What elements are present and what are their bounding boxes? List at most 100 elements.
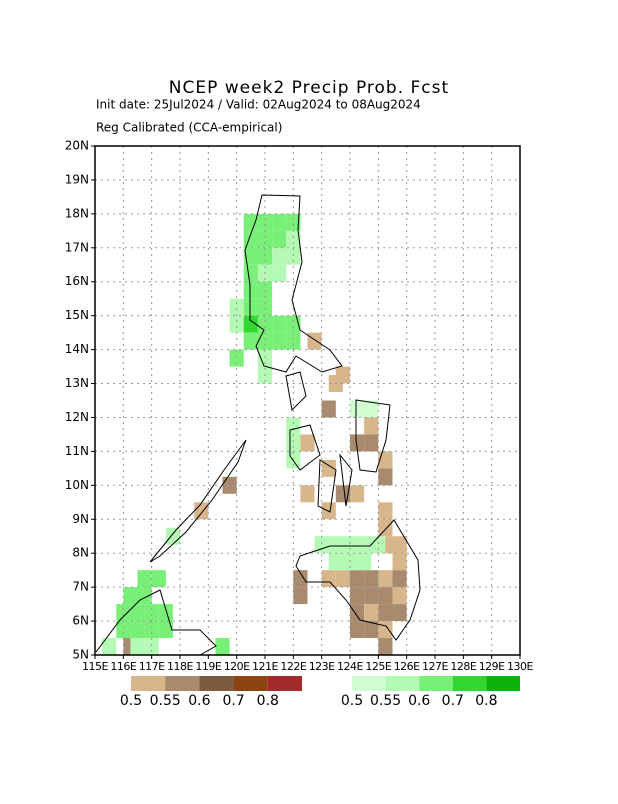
y-tick-label: 20N xyxy=(65,139,89,153)
x-tick-label: 117E xyxy=(139,660,165,673)
coastline xyxy=(149,439,247,563)
plot-frame xyxy=(94,145,521,656)
x-tick-label: 123E xyxy=(309,660,335,673)
colorbar-label: 0.5 xyxy=(120,693,142,709)
prob-cell xyxy=(293,587,308,605)
x-tick-label: 120E xyxy=(224,660,250,673)
prob-cell xyxy=(357,553,372,571)
x-tick-label: 122E xyxy=(280,660,306,673)
y-tick-label: 9N xyxy=(72,512,89,526)
prob-cell xyxy=(272,315,287,333)
prob-cell xyxy=(392,587,407,605)
prob-cell xyxy=(272,213,287,231)
subtitle: Init date: 25Jul2024 / Valid: 02Aug2024 … xyxy=(96,98,421,112)
prob-cell xyxy=(350,400,365,418)
prob-cell xyxy=(286,434,301,452)
prob-cell xyxy=(378,519,393,537)
prob-cell xyxy=(158,621,173,639)
colorbar-swatch xyxy=(267,676,302,691)
prob-cell xyxy=(257,230,273,248)
prob-cell xyxy=(300,434,315,452)
prob-cell xyxy=(328,553,343,571)
y-tick-label: 10N xyxy=(65,478,89,492)
y-tick-label: 5N xyxy=(72,648,89,662)
prob-cell xyxy=(378,621,393,639)
prob-cell xyxy=(335,485,350,503)
prob-cell xyxy=(321,502,336,520)
colorbar-label: 0.8 xyxy=(475,693,497,709)
prob-cell xyxy=(364,587,379,605)
y-tick-label: 19N xyxy=(65,172,89,186)
prob-cell xyxy=(350,570,365,588)
colorbar-swatch xyxy=(419,676,453,691)
prob-cell xyxy=(286,213,301,231)
prob-cell xyxy=(328,536,343,554)
prob-cell xyxy=(364,434,379,452)
prob-cell xyxy=(130,621,145,639)
prob-cell xyxy=(272,264,287,282)
prob-cell xyxy=(272,332,287,350)
prob-cell xyxy=(257,298,273,316)
prob-cell xyxy=(243,281,258,299)
prob-cell xyxy=(257,315,273,333)
prob-cell xyxy=(229,315,244,333)
colorbar-swatch xyxy=(233,676,268,691)
x-tick-label: 115E xyxy=(82,660,108,673)
colorbar-label: 0.6 xyxy=(188,693,210,709)
colorbar-swatch xyxy=(131,676,166,691)
colorbar-swatch xyxy=(165,676,200,691)
colorbar-swatch xyxy=(452,676,487,691)
prob-cell xyxy=(151,570,166,588)
coastline xyxy=(339,453,353,507)
prob-cell xyxy=(364,570,379,588)
colorbar-label: 0.55 xyxy=(370,693,401,709)
prob-cell xyxy=(307,332,322,350)
colorbar-label: 0.7 xyxy=(442,693,464,709)
method-note: Reg Calibrated (CCA-empirical) xyxy=(96,121,282,135)
x-tick-label: 127E xyxy=(422,660,448,673)
prob-cell xyxy=(392,536,407,554)
colorbar-swatch xyxy=(352,676,386,691)
prob-cell xyxy=(378,502,393,520)
x-tick-label: 124E xyxy=(337,660,363,673)
prob-cell xyxy=(144,638,159,655)
prob-cell xyxy=(194,502,209,520)
prob-cell xyxy=(165,527,180,545)
prob-cell xyxy=(286,230,301,248)
x-tick-label: 119E xyxy=(195,660,221,673)
x-tick-label: 128E xyxy=(450,660,476,673)
x-tick-label: 121E xyxy=(252,660,278,673)
colorbar-swatch xyxy=(486,676,520,691)
x-tick-label: 116E xyxy=(110,660,136,673)
prob-cell xyxy=(257,349,273,367)
y-tick-label: 11N xyxy=(65,444,89,458)
prob-cell xyxy=(243,298,258,316)
chart-title: NCEP week2 Precip Prob. Fcst xyxy=(169,78,449,98)
prob-cell xyxy=(371,536,386,554)
prob-cell xyxy=(350,604,365,622)
y-tick-label: 8N xyxy=(72,546,89,560)
prob-cell xyxy=(378,451,393,469)
coastline xyxy=(244,194,343,373)
colorbar-label: 0.5 xyxy=(341,693,363,709)
prob-cell xyxy=(137,570,152,588)
y-tick-label: 14N xyxy=(65,342,89,356)
coastline xyxy=(295,519,421,641)
prob-cell xyxy=(243,264,258,282)
prob-cell xyxy=(364,604,379,622)
prob-cell xyxy=(378,570,393,588)
prob-cell xyxy=(286,417,301,435)
colorbar-label: 0.6 xyxy=(408,693,430,709)
prob-cell xyxy=(215,638,230,655)
y-tick-label: 7N xyxy=(72,580,89,594)
y-tick-label: 16N xyxy=(65,274,89,288)
prob-cell xyxy=(335,366,350,384)
coastline xyxy=(355,399,391,473)
prob-cell xyxy=(314,536,329,554)
x-tick-label: 130E xyxy=(507,660,533,673)
coastline xyxy=(95,589,217,656)
prob-cell xyxy=(342,536,358,554)
y-tick-label: 13N xyxy=(65,376,89,390)
prob-cell xyxy=(222,476,237,494)
